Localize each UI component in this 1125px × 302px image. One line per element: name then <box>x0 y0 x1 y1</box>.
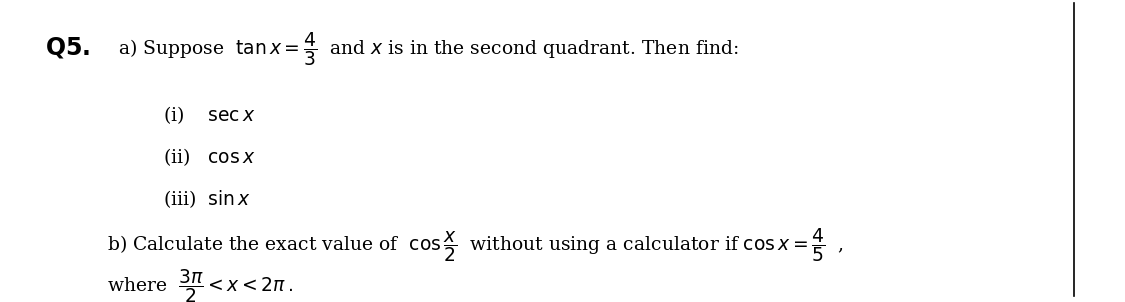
Text: (i)    $\sec x$: (i) $\sec x$ <box>163 104 255 126</box>
Text: where  $\dfrac{3\pi}{2} < x < 2\pi\,.$: where $\dfrac{3\pi}{2} < x < 2\pi\,.$ <box>107 267 292 302</box>
Text: (iii)  $\sin x$: (iii) $\sin x$ <box>163 188 251 210</box>
Text: (ii)   $\cos x$: (ii) $\cos x$ <box>163 146 255 168</box>
Text: $\mathbf{Q5.}$: $\mathbf{Q5.}$ <box>45 35 90 60</box>
Text: b) Calculate the exact value of  $\cos\dfrac{x}{2}$  without using a calculator : b) Calculate the exact value of $\cos\df… <box>107 226 844 265</box>
Text: a) Suppose  $\tan x = \dfrac{4}{3}$  and $x$ is in the second quadrant. Then fin: a) Suppose $\tan x = \dfrac{4}{3}$ and $… <box>118 30 739 68</box>
